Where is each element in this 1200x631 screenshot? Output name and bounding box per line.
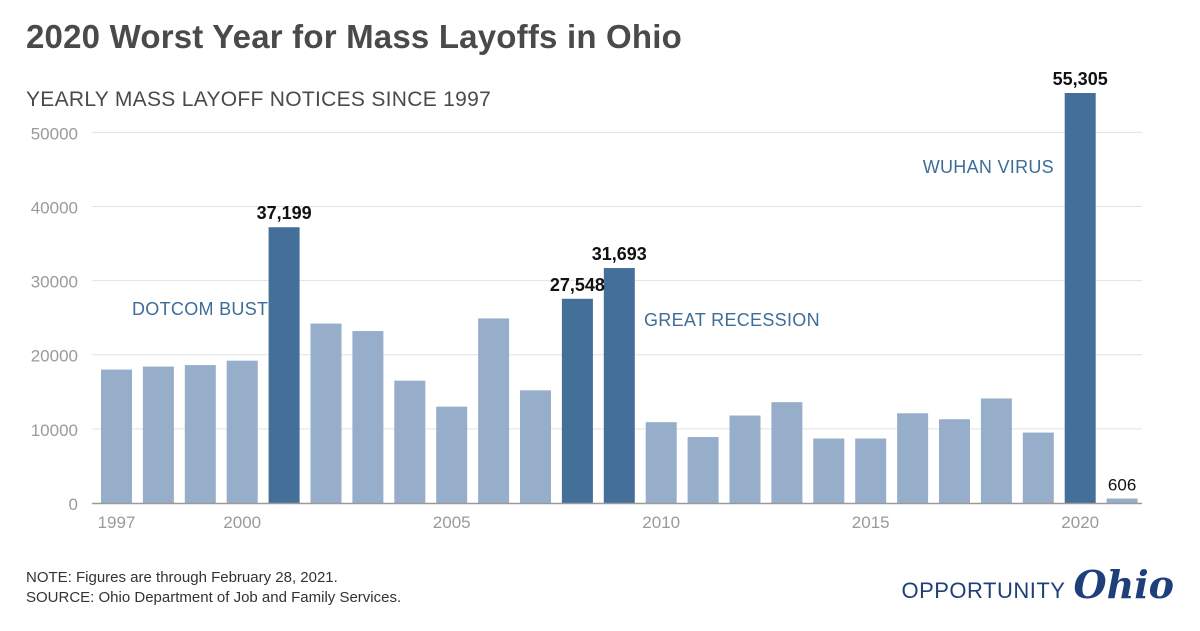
y-tick-label: 50000 [31, 124, 78, 143]
bar-2016 [897, 413, 929, 503]
y-tick-label: 20000 [31, 347, 78, 366]
y-tick-label: 10000 [31, 421, 78, 440]
bar-1998 [142, 366, 174, 503]
x-tick-label: 2000 [223, 513, 261, 532]
annotations: DOTCOM BUST GREAT RECESSION WUHAN VIRUS [132, 157, 1054, 330]
x-tick-label: 2015 [852, 513, 890, 532]
bar-2008 [561, 298, 593, 503]
x-tick-label: 1997 [98, 513, 136, 532]
y-axis-ticks: 0 10000 20000 30000 40000 50000 [31, 124, 78, 514]
bar-2005 [436, 406, 468, 503]
source-note: SOURCE: Ohio Department of Job and Famil… [26, 589, 402, 606]
bar-2003 [352, 331, 384, 503]
bar-2001 [268, 227, 300, 503]
bar-2002 [310, 323, 342, 503]
chart-subtitle: YEARLY MASS LAYOFF NOTICES SINCE 1997 [26, 88, 492, 111]
bar-2009 [603, 268, 635, 503]
data-label-2008: 27,548 [550, 275, 605, 295]
bar-2013 [771, 402, 803, 503]
y-tick-label: 40000 [31, 198, 78, 217]
x-tick-label: 2005 [433, 513, 471, 532]
bar-2015 [855, 438, 887, 503]
bar-2018 [980, 398, 1012, 503]
logo-word: OPPORTUNITY [901, 578, 1066, 603]
logo-script: Ohio [1073, 562, 1174, 607]
footnote: NOTE: Figures are through February 28, 2… [26, 569, 338, 586]
bar-2012 [729, 415, 761, 503]
bar-2011 [687, 437, 719, 503]
bar-2007 [520, 390, 551, 503]
bar-2014 [813, 438, 845, 503]
bar-2000 [226, 360, 258, 503]
bar-2006 [478, 318, 510, 503]
bar-2010 [645, 422, 677, 503]
opportunity-ohio-logo: OPPORTUNITY Ohio [901, 566, 1174, 604]
x-axis-ticks: 1997 2000 2005 2010 2015 2020 [98, 513, 1100, 532]
annotation-label: WUHAN VIRUS [923, 157, 1054, 177]
bars [101, 93, 1138, 503]
data-label-2021: 606 [1108, 476, 1136, 495]
y-tick-label: 30000 [31, 273, 78, 292]
bar-2017 [939, 419, 970, 503]
bar-2021 [1106, 498, 1138, 503]
annotation-label: DOTCOM BUST [132, 299, 268, 319]
chart-title: 2020 Worst Year for Mass Layoffs in Ohio [26, 18, 682, 55]
annotation-label: GREAT RECESSION [644, 310, 820, 330]
bar-1999 [184, 365, 216, 503]
bar-2019 [1022, 432, 1054, 503]
data-labels: 37,199 27,548 31,693 55,305 606 [257, 69, 1137, 495]
data-label-2001: 37,199 [257, 203, 312, 223]
y-tick-label: 0 [69, 495, 78, 514]
x-tick-label: 2010 [642, 513, 680, 532]
data-label-2020: 55,305 [1053, 69, 1108, 89]
data-label-2009: 31,693 [592, 244, 647, 264]
bar-2004 [394, 380, 426, 503]
bar-2020 [1064, 93, 1096, 503]
bar-1997 [101, 369, 132, 503]
x-tick-label: 2020 [1061, 513, 1099, 532]
